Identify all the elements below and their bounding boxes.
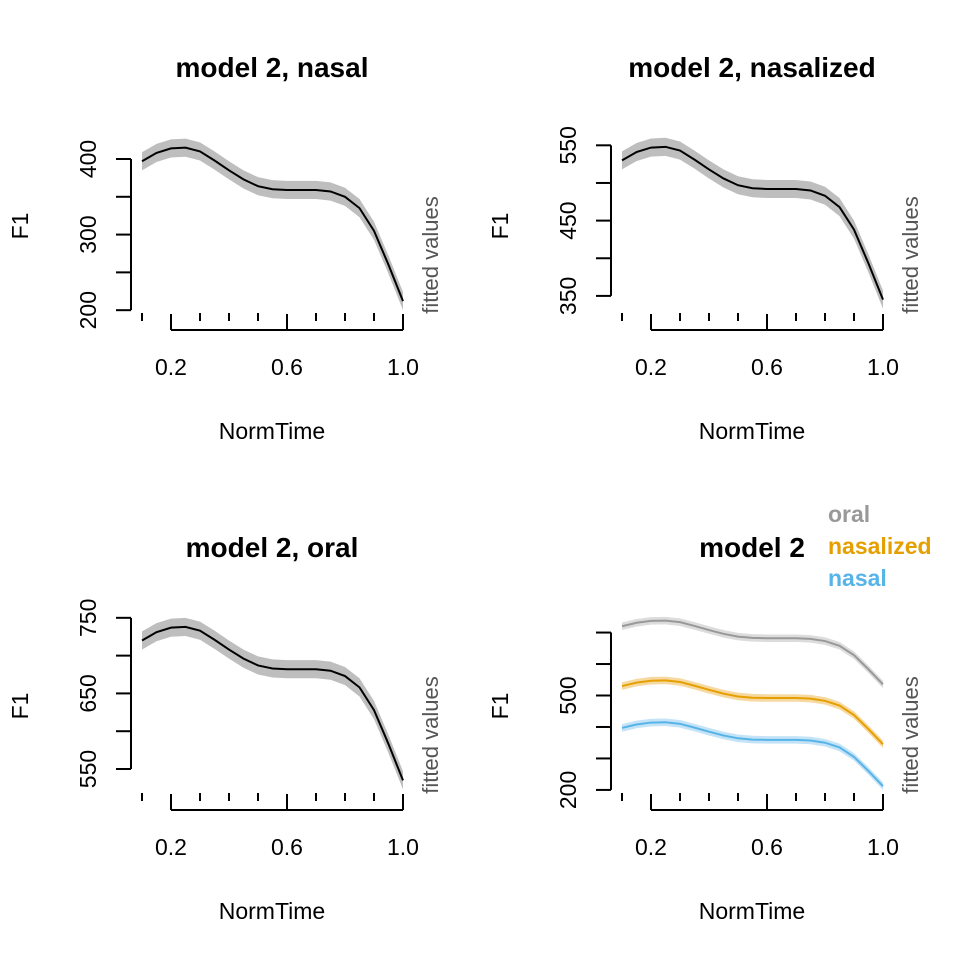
x-tick-label: 0.6 bbox=[751, 354, 783, 380]
y-axis-title: F1 bbox=[487, 213, 513, 240]
y-tick-label: 200 bbox=[75, 291, 101, 329]
panel: model 2, nasal NormTime F1 fitted values 200… bbox=[7, 52, 443, 444]
confidence-band bbox=[142, 138, 403, 311]
y-tick-label: 450 bbox=[555, 201, 581, 239]
side-label: fitted values bbox=[418, 676, 443, 793]
side-label: fitted values bbox=[898, 676, 923, 793]
x-tick-label: 0.6 bbox=[271, 834, 303, 860]
confidence-band bbox=[622, 616, 883, 689]
side-label: fitted values bbox=[898, 196, 923, 313]
x-tick-label: 1.0 bbox=[867, 834, 899, 860]
confidence-band bbox=[622, 676, 883, 749]
y-tick-label: 550 bbox=[75, 750, 101, 788]
y-axis-title: F1 bbox=[7, 213, 33, 240]
panel: model 2 NormTime F1 fitted values 200 500 0.2 0… bbox=[487, 501, 932, 924]
x-axis-title: NormTime bbox=[219, 418, 325, 444]
x-axis-title: NormTime bbox=[219, 898, 325, 924]
fitted-line bbox=[621, 679, 884, 745]
y-axis-title: F1 bbox=[7, 693, 33, 720]
panel: model 2, oral NormTime F1 fitted values 550 6… bbox=[7, 532, 443, 924]
fitted-line bbox=[621, 721, 884, 787]
chart-title: model 2, oral bbox=[186, 532, 359, 563]
y-tick-label: 400 bbox=[75, 140, 101, 178]
y-tick-label: 300 bbox=[75, 215, 101, 253]
x-tick-label: 0.6 bbox=[751, 834, 783, 860]
chart-title: model 2, nasal bbox=[176, 52, 369, 83]
x-tick-label: 0.6 bbox=[271, 354, 303, 380]
x-tick-label: 1.0 bbox=[387, 354, 419, 380]
legend-entry: nasal bbox=[828, 565, 887, 591]
x-axis-title: NormTime bbox=[699, 418, 805, 444]
y-tick-label: 200 bbox=[555, 771, 581, 809]
fitted-line bbox=[621, 145, 884, 301]
x-tick-label: 1.0 bbox=[387, 834, 419, 860]
x-tick-label: 0.2 bbox=[635, 354, 667, 380]
x-tick-label: 1.0 bbox=[867, 354, 899, 380]
confidence-band bbox=[622, 137, 883, 309]
y-tick-label: 650 bbox=[75, 674, 101, 712]
fitted-line bbox=[621, 619, 884, 686]
y-tick-label: 350 bbox=[555, 277, 581, 315]
chart-title: model 2, nasalized bbox=[628, 52, 875, 83]
chart-title: model 2 bbox=[699, 532, 805, 563]
confidence-band bbox=[142, 617, 403, 790]
x-tick-label: 0.2 bbox=[155, 834, 187, 860]
y-tick-label: 500 bbox=[555, 676, 581, 714]
fitted-line bbox=[141, 146, 404, 302]
x-tick-label: 0.2 bbox=[155, 354, 187, 380]
y-tick-label: 550 bbox=[555, 126, 581, 164]
confidence-band bbox=[622, 718, 883, 790]
side-label: fitted values bbox=[418, 196, 443, 313]
y-axis-title: F1 bbox=[487, 693, 513, 720]
x-tick-label: 0.2 bbox=[635, 834, 667, 860]
y-tick-label: 750 bbox=[75, 599, 101, 637]
panel: model 2, nasalized NormTime F1 fitted value… bbox=[487, 52, 923, 444]
x-axis-title: NormTime bbox=[699, 898, 805, 924]
legend-entry: nasalized bbox=[828, 533, 932, 559]
fitted-line bbox=[141, 625, 404, 781]
legend-entry: oral bbox=[828, 501, 870, 527]
